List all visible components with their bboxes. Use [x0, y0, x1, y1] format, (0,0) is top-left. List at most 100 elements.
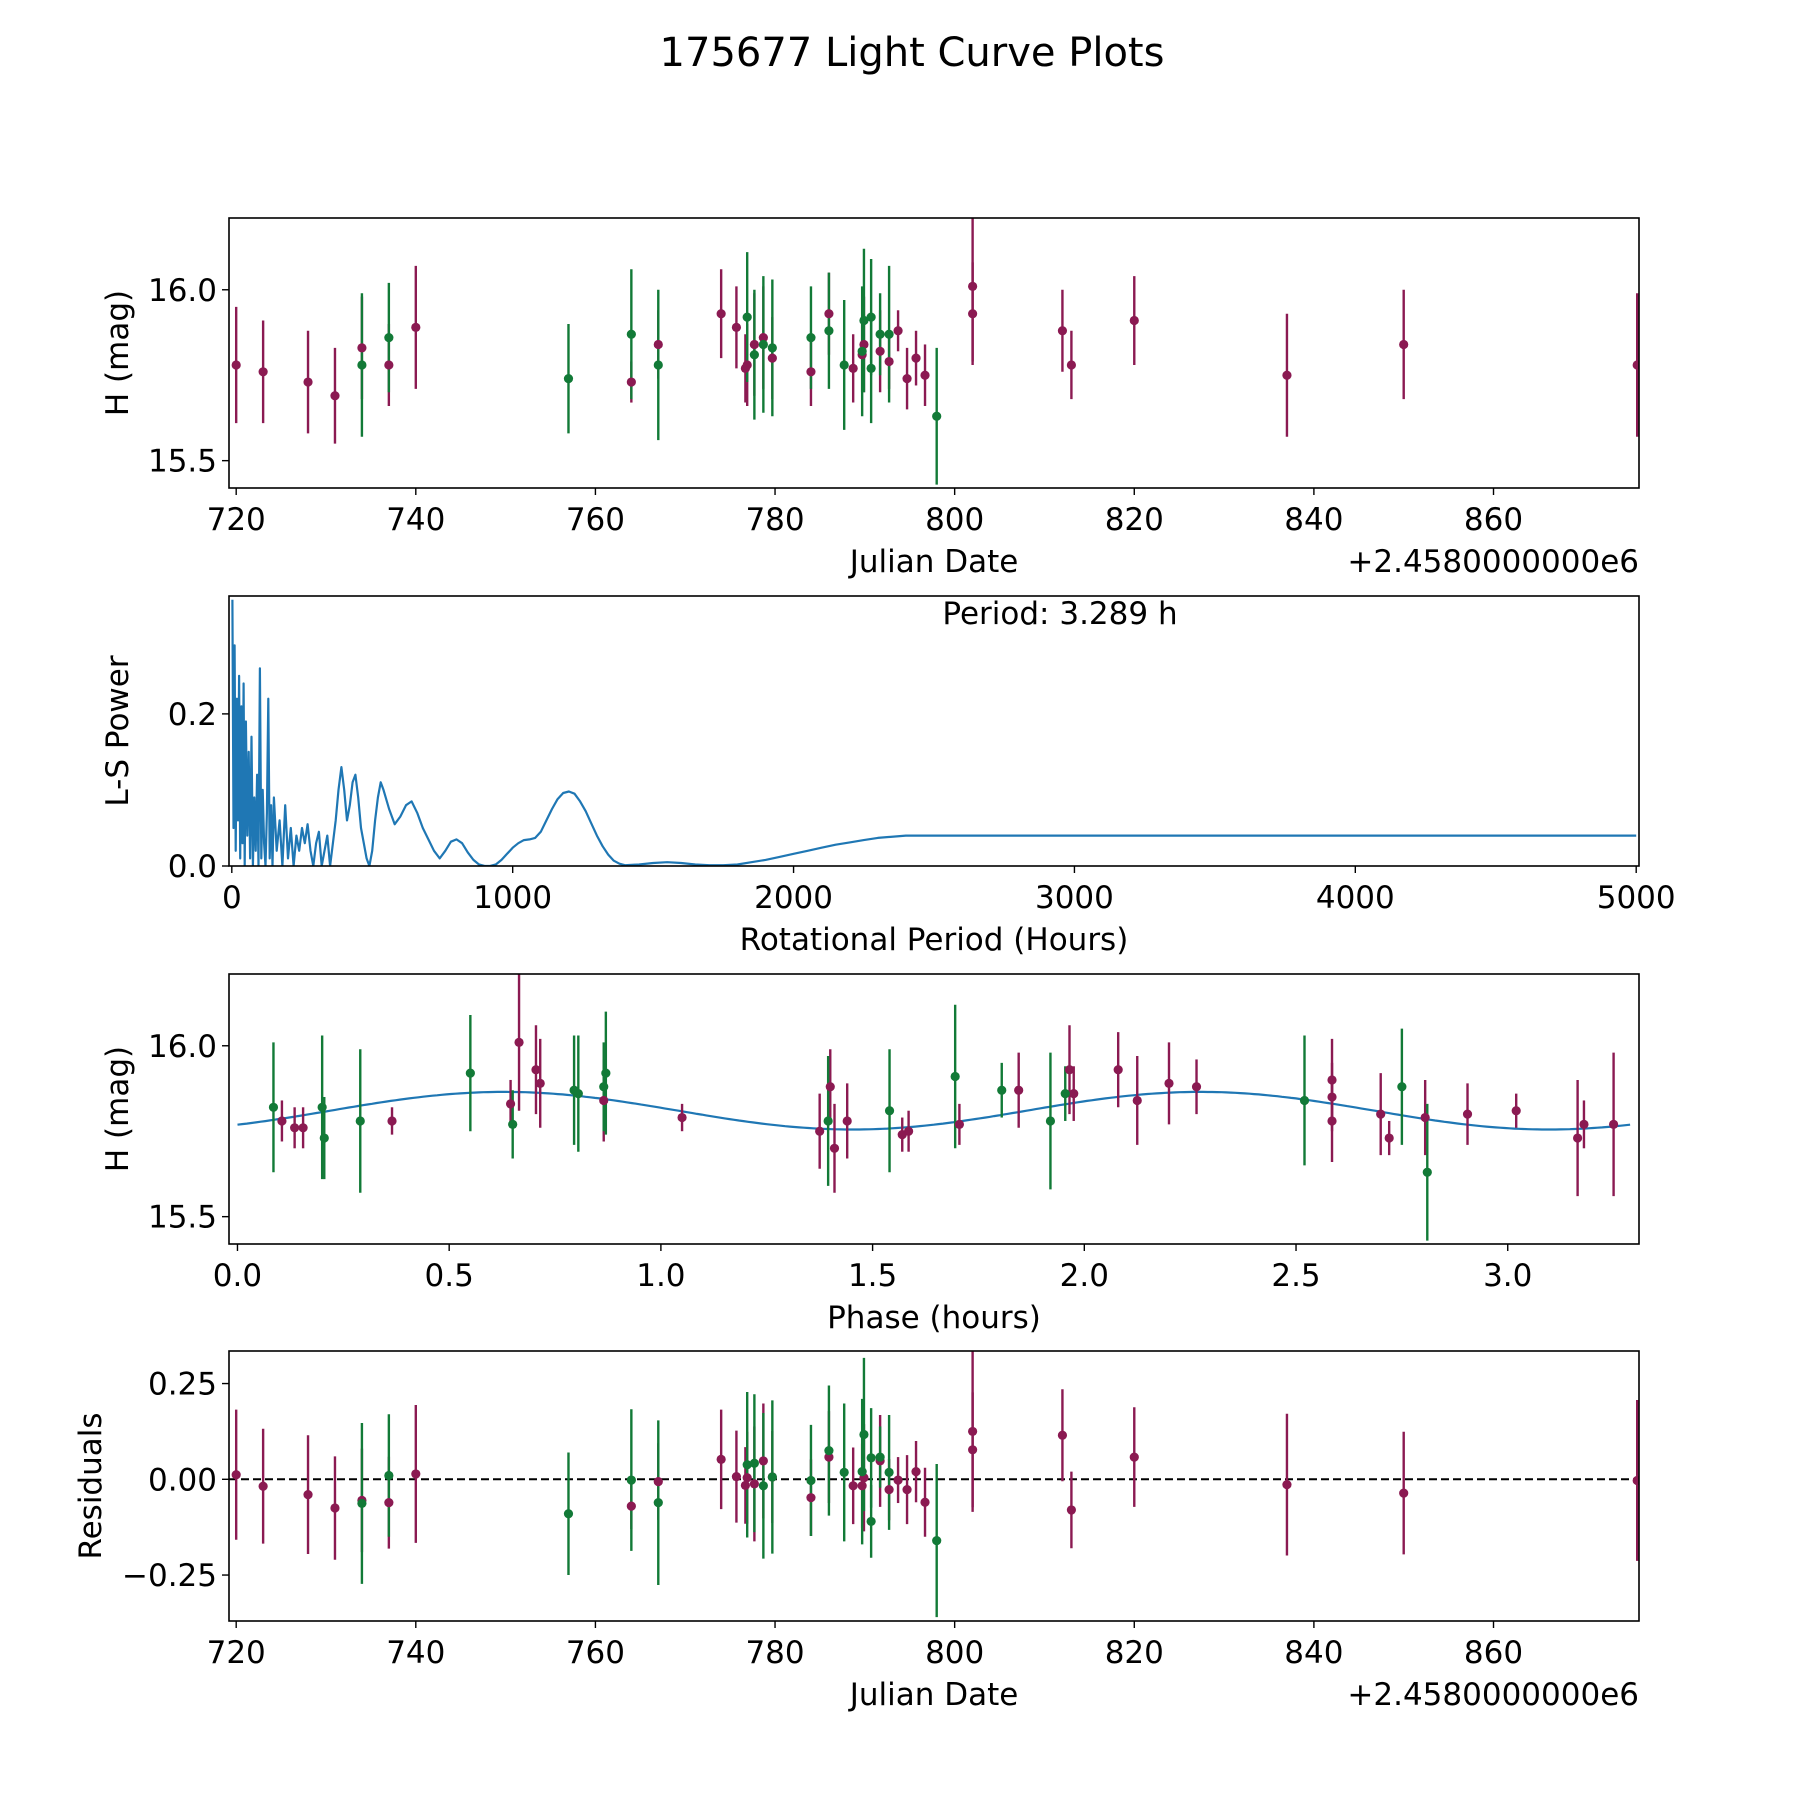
- data-point-series_a: [653, 1476, 663, 1487]
- x-axis-label: Rotational Period (Hours): [740, 922, 1129, 958]
- data-point-series_b: [563, 374, 574, 384]
- x-tick-label: 840: [1284, 502, 1343, 538]
- x-tick-label: 820: [1105, 1635, 1164, 1671]
- data-point-series_a: [1327, 1116, 1337, 1126]
- data-point-series_b: [932, 411, 942, 421]
- data-point-series_a: [505, 1099, 516, 1109]
- y-axis-label: Residuals: [73, 1412, 109, 1559]
- data-point-series_a: [968, 281, 978, 291]
- y-axis-label: L-S Power: [100, 655, 136, 806]
- x-tick-label: 860: [1464, 502, 1523, 538]
- data-point-series_a: [1579, 1119, 1589, 1129]
- data-point-series_b: [573, 1089, 583, 1099]
- data-point-series_a: [258, 367, 268, 377]
- data-point-series_a: [758, 333, 768, 343]
- data-point-series_a: [716, 309, 726, 319]
- data-point-series_b: [626, 329, 636, 339]
- x-tick-label: 3.0: [1483, 1258, 1532, 1294]
- data-point-series_b: [1397, 1082, 1407, 1092]
- x-tick-label: 720: [207, 1635, 266, 1671]
- x-tick-label: 760: [566, 1635, 625, 1671]
- data-point-series_a: [626, 1501, 636, 1511]
- data-point-series_a: [531, 1065, 541, 1075]
- data-point-series_a: [902, 374, 912, 384]
- data-point-series_a: [1608, 1119, 1619, 1129]
- data-point-series_a: [1164, 1078, 1174, 1088]
- x-tick-label: 1.0: [636, 1258, 685, 1294]
- y-tick-label: 15.5: [148, 444, 217, 480]
- data-point-series_b: [839, 360, 849, 370]
- data-point-series_a: [740, 1480, 751, 1491]
- data-point-series_a: [1327, 1075, 1337, 1085]
- data-point-series_a: [535, 1078, 545, 1088]
- y-tick-label: −0.25: [122, 1558, 217, 1594]
- data-point-series_b: [1299, 1095, 1310, 1106]
- plot-area: [237, 974, 1631, 1241]
- period-annotation: Period: 3.289 h: [942, 596, 1177, 632]
- data-point-series_b: [859, 315, 869, 326]
- data-point-series_a: [758, 1456, 768, 1466]
- data-point-series_a: [357, 343, 367, 353]
- x-tick-label: 0.5: [425, 1258, 474, 1294]
- data-point-series_b: [857, 1467, 867, 1477]
- data-point-series_a: [1014, 1085, 1024, 1095]
- data-point-series_a: [384, 1498, 394, 1508]
- data-point-series_b: [997, 1085, 1007, 1095]
- data-point-series_a: [599, 1095, 609, 1106]
- data-point-series_b: [355, 1116, 365, 1126]
- x-tick-label: 820: [1105, 502, 1164, 538]
- data-point-series_a: [1057, 326, 1068, 336]
- x-tick-label: 3000: [1035, 880, 1114, 916]
- x-tick-label: 1000: [473, 880, 552, 916]
- data-point-series_b: [749, 1458, 759, 1468]
- data-point-series_a: [1573, 1133, 1583, 1143]
- data-point-series_b: [884, 1106, 895, 1116]
- axes-frame: [228, 217, 1640, 489]
- data-point-series_b: [742, 1460, 752, 1470]
- data-point-series_a: [1113, 1065, 1123, 1075]
- data-point-series_a: [1066, 360, 1077, 370]
- panel-residuals: 720 740 760 780 800 820 840 860 −0.25 0.00 0.25 Jul…: [73, 1350, 1640, 1713]
- data-point-series_a: [411, 322, 421, 332]
- data-point-series_a: [911, 353, 921, 363]
- data-point-series_a: [384, 360, 394, 370]
- y-tick-label: 16.0: [148, 1029, 217, 1065]
- x-tick-label: 780: [745, 502, 804, 538]
- x-offset-label: +2.4580000000e6: [1347, 1677, 1639, 1713]
- data-point-series_a: [653, 339, 663, 350]
- data-point-series_b: [319, 1133, 329, 1143]
- x-tick-label: 800: [925, 502, 984, 538]
- data-point-series_b: [824, 1445, 834, 1456]
- data-point-series_a: [884, 356, 894, 367]
- data-point-series_b: [465, 1068, 475, 1078]
- data-point-series_a: [716, 1454, 726, 1464]
- data-point-series_a: [1282, 370, 1292, 380]
- data-point-series_a: [231, 1470, 241, 1480]
- data-point-series_a: [857, 1481, 867, 1491]
- data-point-series_a: [742, 1473, 752, 1483]
- data-point-series_b: [857, 346, 867, 356]
- data-point-series_a: [767, 353, 777, 363]
- data-point-series_b: [758, 339, 768, 350]
- data-point-series_a: [954, 1119, 965, 1129]
- data-point-series_b: [866, 1516, 876, 1527]
- data-point-series_a: [411, 1469, 421, 1479]
- y-tick-label: 15.5: [148, 1200, 217, 1236]
- data-point-series_b: [839, 1467, 849, 1478]
- data-point-series_b: [806, 333, 816, 343]
- data-point-series_b: [599, 1082, 609, 1092]
- data-point-series_a: [330, 391, 340, 401]
- data-point-series_a: [920, 1497, 930, 1507]
- plot-area: [231, 218, 1639, 485]
- data-point-series_a: [303, 377, 313, 387]
- panel-phased: 0.0 0.5 1.0 1.5 2.0 2.5 3.0 15.5 16.0 Phase (hour…: [100, 973, 1640, 1336]
- data-point-series_b: [384, 1470, 394, 1481]
- data-point-series_a: [893, 1475, 903, 1485]
- x-tick-label: 2.5: [1271, 1258, 1320, 1294]
- data-point-series_a: [290, 1123, 300, 1133]
- data-point-series_b: [884, 1467, 894, 1478]
- data-point-series_a: [258, 1481, 268, 1491]
- data-point-series_a: [1064, 1065, 1075, 1075]
- x-tick-label: 5000: [1597, 880, 1676, 916]
- data-point-series_a: [1057, 1430, 1068, 1440]
